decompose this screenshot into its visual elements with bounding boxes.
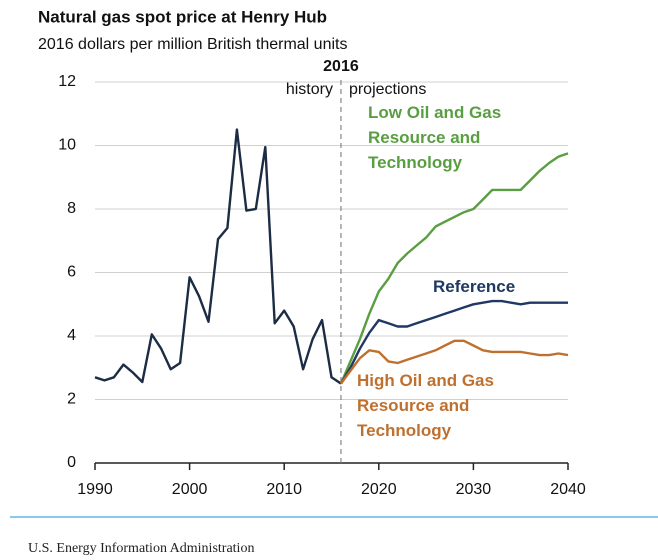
y-tick-label: 0 [67,454,76,471]
series-label: Low Oil and Gas Resource and Technology [368,103,502,172]
y-tick-label: 10 [58,137,76,154]
source: U.S. Energy Information Administration [28,541,254,556]
annotation: history [286,81,333,98]
divider-label: 2016 [323,58,359,75]
x-tick-label: 2020 [361,481,397,498]
series-label: High Oil and Gas Resource and Technology [357,371,494,440]
series-label: Reference [433,277,516,296]
series-line [339,299,568,385]
x-tick-label: 1990 [77,481,113,498]
x-tick-label: 2040 [550,481,586,498]
y-tick-label: 6 [67,264,76,281]
y-tick-label: 4 [67,327,76,344]
chart-subtitle: 2016 dollars per million British thermal… [38,36,347,53]
y-tick-label: 2 [67,391,76,408]
series-line [94,128,342,385]
series-label-box: High Oil and Gas Resource and Technology [357,371,494,440]
x-tick-label: 2010 [266,481,302,498]
series-label-box: Reference [433,277,516,296]
series-label-box: Low Oil and Gas Resource and Technology [368,103,502,172]
x-tick-label: 2030 [456,481,492,498]
y-tick-label: 8 [67,200,76,217]
y-tick-label: 12 [58,73,76,90]
chart-title: Natural gas spot price at Henry Hub [38,7,327,26]
series-line [339,152,569,385]
series-line [340,339,569,385]
x-tick-label: 2000 [172,481,208,498]
annotation: projections [349,81,426,98]
